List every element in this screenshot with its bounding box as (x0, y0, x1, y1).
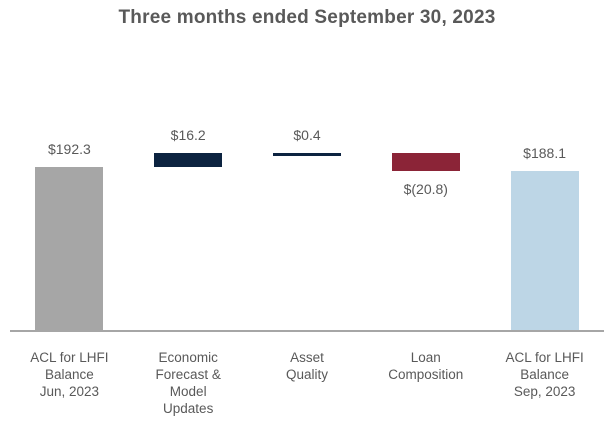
category-label-line: ACL for LHFI (505, 350, 584, 365)
category-label-line: ACL for LHFI (30, 350, 109, 365)
category-label-line: Quality (285, 367, 329, 382)
category-label-line: Sep, 2023 (513, 384, 576, 399)
category-label-line: Asset (290, 350, 324, 365)
value-label-1: $16.2 (170, 127, 206, 144)
category-label-1: Economic Forecast & Model Updates (129, 349, 248, 417)
category-label-line: Economic (158, 350, 218, 365)
category-label-line: Forecast & (155, 367, 221, 382)
category-label-line: Jun, 2023 (39, 384, 100, 399)
value-label-4: $188.1 (523, 144, 566, 161)
category-label-3: Loan Composition (366, 349, 485, 383)
category-label-2: Asset Quality (248, 349, 367, 383)
waterfall-bar-0 (35, 167, 104, 331)
value-label-3: $(20.8) (403, 180, 448, 197)
chart-title: Three months ended September 30, 2023 (118, 7, 496, 28)
category-label-4: ACL for LHFI Balance Sep, 2023 (485, 349, 604, 400)
value-label-2: $0.4 (293, 126, 321, 143)
category-label-line: Balance (520, 367, 569, 382)
waterfall-bar-1 (154, 153, 223, 167)
waterfall-bar-2 (273, 152, 341, 157)
x-axis-line (10, 330, 604, 332)
category-label-0: ACL for LHFI Balance Jun, 2023 (10, 349, 129, 400)
category-label-line: Loan (410, 350, 441, 365)
category-label-line: Composition (388, 367, 464, 382)
category-label-line: Model (169, 384, 207, 399)
category-label-line: Balance (44, 367, 94, 382)
value-label-0: $192.3 (47, 141, 91, 157)
waterfall-bar-4 (510, 170, 579, 331)
category-label-line: Updates (163, 401, 214, 416)
waterfall-bar-3 (391, 152, 460, 171)
